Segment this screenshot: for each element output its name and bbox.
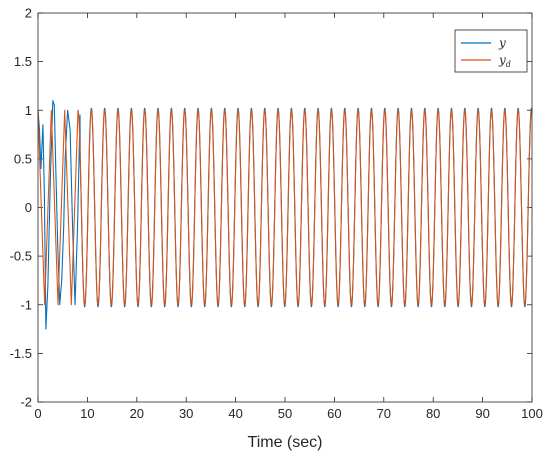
legend-label-y: y — [498, 36, 506, 50]
legend-label-yd-main: y — [498, 53, 506, 67]
x-tick-label: 40 — [228, 406, 242, 421]
y-tick-label: -1.5 — [10, 346, 32, 361]
y-tick-label: -0.5 — [10, 249, 32, 264]
legend-label-y-main: y — [498, 36, 506, 50]
x-tick-label: 60 — [327, 406, 341, 421]
x-tick-label: 90 — [475, 406, 489, 421]
x-tick-label: 0 — [34, 406, 41, 421]
x-axis-label: Time (sec) — [248, 434, 323, 451]
y-tick-label: 2 — [25, 6, 32, 21]
x-tick-label: 100 — [521, 406, 543, 421]
x-tick-label: 70 — [377, 406, 391, 421]
legend: y yd — [454, 29, 528, 73]
x-tick-label: 10 — [80, 406, 94, 421]
x-axis-ticks: 0 10 20 30 40 50 60 70 80 90 100 — [34, 13, 543, 421]
plot-frame — [37, 12, 533, 403]
legend-box — [454, 29, 528, 73]
x-tick-label: 30 — [179, 406, 193, 421]
y-tick-label: 0.5 — [14, 151, 32, 166]
legend-label-yd: yd — [498, 53, 511, 69]
y-tick-label: -1 — [20, 297, 32, 312]
x-tick-label: 80 — [426, 406, 440, 421]
y-tick-label: -2 — [20, 395, 32, 410]
y-axis-ticks: -2 -1.5 -1 -0.5 0 0.5 1 1.5 2 — [10, 6, 532, 410]
y-tick-label: 1.5 — [14, 54, 32, 69]
y-tick-label: 0 — [25, 200, 32, 215]
x-tick-label: 50 — [278, 406, 292, 421]
plot-area — [38, 13, 532, 402]
series-layer — [37, 99, 533, 330]
series-yd-line — [37, 109, 533, 306]
x-tick-label: 20 — [130, 406, 144, 421]
y-tick-label: 1 — [25, 103, 32, 118]
legend-label-yd-sub: d — [506, 60, 511, 69]
